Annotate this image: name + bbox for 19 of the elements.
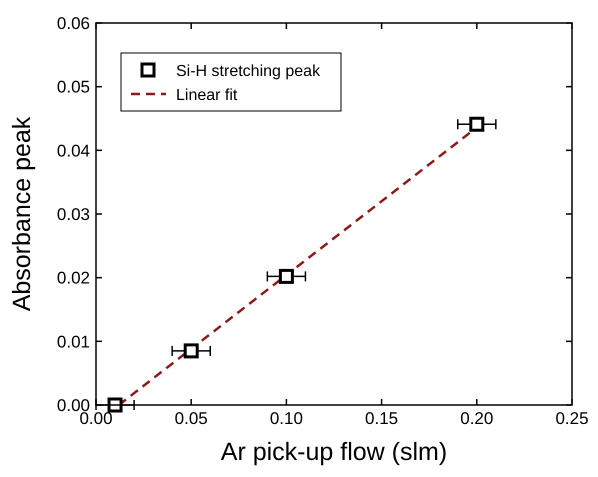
- x-tick-label: 0.25: [555, 409, 589, 428]
- point: [278, 268, 294, 284]
- y-tick-label: 0.01: [56, 332, 90, 352]
- point: [108, 398, 123, 412]
- y-axis-title: Absorbance peak: [8, 116, 36, 312]
- point: [184, 343, 199, 358]
- y-tick-label: 0.06: [56, 14, 90, 33]
- y-tick-label: 0.04: [56, 141, 90, 160]
- text: 0.20: [460, 409, 494, 428]
- x-tick-label: 0.15: [365, 409, 398, 428]
- y-tick-label: 0.05: [56, 78, 90, 97]
- x-axis-title: Ar pick-up flow (slm): [220, 438, 448, 466]
- legend-label: Si-H stretching peak: [176, 63, 322, 80]
- y-tick-label: 0.02: [56, 268, 90, 288]
- x-tick-label: 0.05: [174, 409, 208, 428]
- y-tick-label: 0.03: [56, 205, 90, 224]
- legend-label: Linear fit: [176, 87, 238, 104]
- text: 0.10: [270, 409, 303, 428]
- point: [469, 116, 484, 132]
